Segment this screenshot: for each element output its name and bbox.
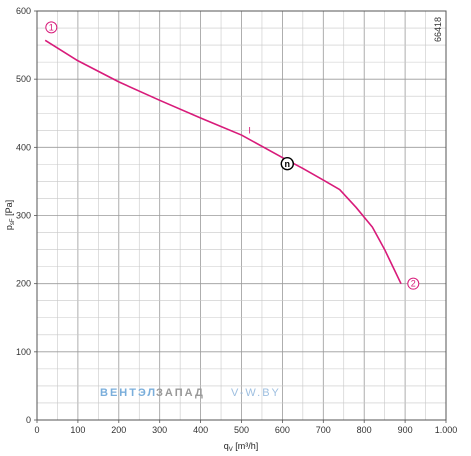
x-tick-label: 0	[34, 425, 39, 435]
x-tick-label: 500	[234, 425, 249, 435]
y-tick-label: 400	[16, 142, 31, 152]
markers-layer: 1 2 n	[45, 21, 420, 290]
y-tick-label: 600	[16, 6, 31, 16]
y-axis-label: psF [Pa]	[4, 200, 16, 230]
x-tick-label: 1.000	[435, 425, 458, 435]
y-tick-label: 500	[16, 74, 31, 84]
endpoint-marker-label: 2	[411, 279, 416, 289]
x-tick-label: 200	[111, 425, 126, 435]
watermark-text-1: ВЕНТЭЛ	[100, 387, 157, 399]
series-label: I	[248, 126, 251, 136]
x-tick-label: 300	[152, 425, 167, 435]
y-tick-label: 200	[16, 279, 31, 289]
y-tick-label: 100	[16, 347, 31, 357]
watermark-text-3: V-W.BY	[231, 387, 281, 399]
y-tick-label: 0	[26, 415, 31, 425]
endpoint-marker-label: 1	[49, 22, 54, 32]
endpoint-marker-circle	[45, 21, 58, 34]
watermark-text-2: ЗАПАД	[156, 387, 205, 399]
x-tick-label: 700	[316, 425, 331, 435]
x-tick-label: 100	[70, 425, 85, 435]
watermark: ВЕНТЭЛ ЗАПАД V-W.BY	[100, 387, 281, 399]
operating-point-circle	[280, 156, 295, 171]
x-axis-ticks: 0 100 200 300 400 500 600 700 800 900 1.000	[34, 420, 457, 435]
x-tick-label: 600	[275, 425, 290, 435]
y-axis-ticks: 0 100 200 300 400 500 600	[16, 6, 37, 425]
grid	[36, 10, 447, 421]
endpoint-marker-circle	[407, 277, 420, 290]
figure-id-label: 66418	[433, 17, 443, 42]
x-tick-label: 400	[193, 425, 208, 435]
y-tick-label: 300	[16, 211, 31, 221]
operating-point-label: n	[285, 159, 291, 169]
series-layer: I	[44, 39, 402, 285]
x-tick-label: 900	[398, 425, 413, 435]
x-tick-label: 800	[357, 425, 372, 435]
series-line	[44, 39, 402, 285]
x-axis-label: qV [m³/h]	[224, 441, 259, 453]
